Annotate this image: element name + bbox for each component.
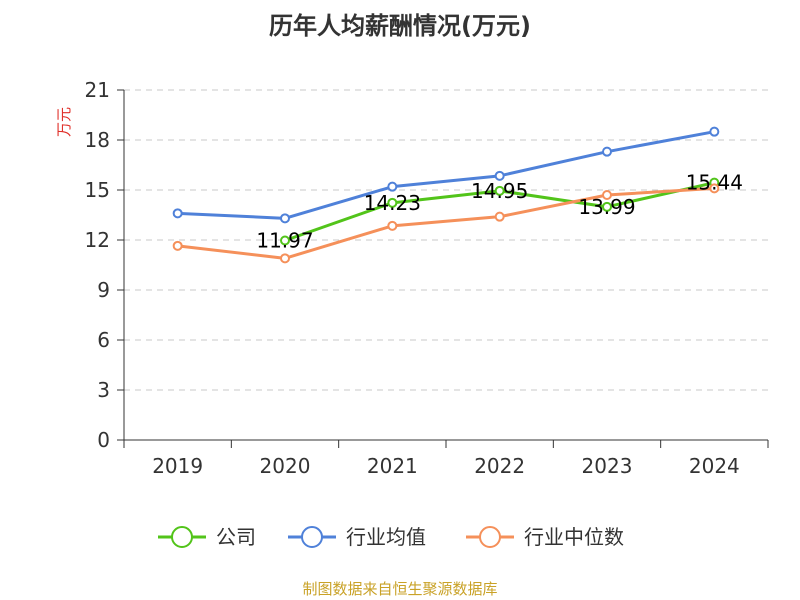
legend[interactable]: 公司 行业均值 行业中位数 [158,525,624,549]
legend-item[interactable]: 行业均值 [288,525,426,549]
series-line [177,186,715,260]
legend-item[interactable]: 行业中位数 [466,525,624,549]
data-label: 15.44 [686,171,743,195]
data-label: 14.23 [364,191,421,215]
legend-marker [301,526,323,548]
series-group [172,126,720,264]
series-line [177,130,715,220]
y-axis-label: 万元 [55,107,73,137]
y-tick-label: 0 [97,428,110,452]
data-point [709,183,720,194]
y-tick-label: 6 [97,328,110,352]
data-point [602,190,612,200]
x-tick-label: 2023 [582,454,633,478]
legend-label: 行业均值 [346,525,426,549]
legend-marker [171,526,193,548]
data-point [280,253,290,264]
y-tick-label: 18 [85,128,110,152]
legend-marker [479,526,501,548]
x-tick-label: 2022 [474,454,525,478]
y-tick-label: 15 [85,178,110,202]
axes: 0 3 6 9 12 15 18 21 2019 2020 2021 2022 2023 2024 [85,78,769,478]
x-tick-label: 2021 [367,454,418,478]
y-tick-label: 21 [85,78,110,102]
data-label: 14.95 [471,179,528,203]
data-point [709,126,720,137]
data-point [494,170,505,181]
y-tick-label: 9 [97,278,110,302]
x-tick-label: 2024 [689,454,740,478]
data-point [172,240,183,251]
data-labels: 11.97 14.23 14.95 13.99 15.44 [256,171,743,253]
data-label: 11.97 [256,229,313,253]
data-point [387,181,398,192]
x-tick-label: 2019 [152,454,203,478]
legend-item[interactable]: 公司 [158,525,256,549]
data-point [172,208,183,219]
source-note: 制图数据来自恒生聚源数据库 [302,580,498,598]
data-point [602,201,612,212]
y-tick-label: 12 [85,228,110,252]
data-label: 13.99 [578,195,635,219]
data-point [602,146,612,157]
x-tick-label: 2020 [260,454,311,478]
data-point [494,185,505,196]
legend-label: 公司 [216,525,256,549]
legend-label: 行业中位数 [524,525,624,549]
data-point [494,211,505,222]
y-tick-label: 3 [97,378,110,402]
data-point [387,197,398,208]
chart-title: 历年人均薪酬情况(万元) [269,12,531,40]
gridlines [124,89,768,391]
data-point [280,235,290,246]
data-point [387,220,398,231]
data-point [280,213,290,224]
